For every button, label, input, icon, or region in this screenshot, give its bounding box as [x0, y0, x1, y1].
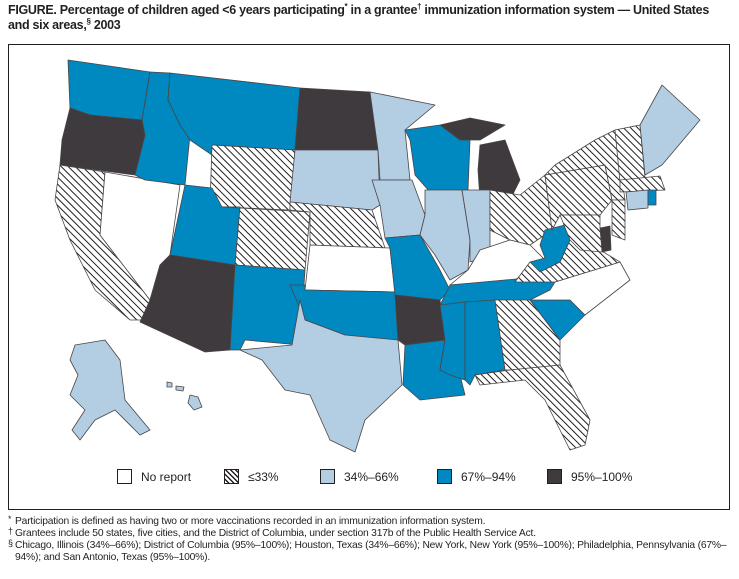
title-text: 2003: [90, 18, 121, 32]
legend-swatch: [224, 469, 239, 484]
state-nd: [294, 87, 379, 151]
state-hi: [187, 394, 203, 411]
state-nj: [611, 199, 626, 241]
state-tx: [239, 299, 403, 453]
footnote: * Participation is defined as having two …: [8, 514, 734, 528]
state-mi: [439, 117, 506, 141]
state-oh: [489, 174, 553, 246]
footnote-mark: †: [417, 1, 422, 11]
state-nm: [229, 264, 306, 351]
title-text: in a grantee: [347, 3, 418, 17]
legend-swatch: [117, 469, 132, 484]
legend-item-95-100: 95%–100%: [547, 469, 632, 484]
legend-item-no-report: No report: [117, 469, 191, 484]
footnote: § Chicago, Illinois (34%–66%); District o…: [8, 538, 734, 564]
legend-item-le33: ≤33%: [224, 469, 279, 484]
legend-item-67-94: 67%–94%: [437, 469, 516, 484]
legend-swatch: [320, 469, 335, 484]
footnote-text: Grantees include 50 states, five cities,…: [15, 528, 536, 539]
state-wa: [67, 59, 151, 121]
state-sd: [289, 149, 381, 211]
state-nc: [529, 261, 631, 316]
title-text: FIGURE. Percentage of children aged <6 y…: [8, 3, 345, 17]
footnote-mark: §: [8, 538, 13, 548]
legend-swatch: [547, 469, 562, 484]
state-ct: [625, 189, 649, 211]
state-ma: [619, 175, 666, 193]
state-ak: [69, 339, 151, 441]
legend-label: 34%–66%: [344, 469, 399, 484]
state-hi: [166, 381, 173, 388]
legend-label: ≤33%: [248, 469, 279, 484]
footnotes: * Participation is defined as having two …: [8, 514, 734, 564]
state-md: [559, 214, 603, 253]
state-wy: [209, 144, 296, 211]
footnote-mark: §: [86, 16, 91, 26]
legend-label: 95%–100%: [571, 469, 633, 484]
state-fl: [474, 364, 591, 451]
footnote-text: Chicago, Illinois (34%–66%); District of…: [15, 540, 727, 563]
state-ia: [371, 179, 426, 239]
legend-label: No report: [141, 469, 192, 484]
legend-label: 67%–94%: [461, 469, 516, 484]
figure-title: FIGURE. Percentage of children aged <6 y…: [8, 1, 733, 33]
footnote-mark: †: [8, 526, 13, 536]
title-text: immunization information system — United…: [8, 3, 709, 32]
state-me: [639, 84, 701, 176]
legend-item-34-66: 34%–66%: [320, 469, 399, 484]
footnote-mark: *: [8, 514, 12, 524]
state-ar: [394, 294, 446, 346]
map-frame: [8, 44, 730, 510]
legend: No report ≤33% 34%–66% 67%–94% 95%–100%: [0, 469, 739, 489]
footnote: † Grantees include 50 states, five cities…: [8, 526, 734, 540]
footnote-mark: *: [344, 1, 348, 11]
state-ri: [647, 189, 657, 206]
state-ks: [304, 244, 396, 293]
state-hi: [175, 385, 185, 392]
footnote-text: Participation is defined as having two o…: [15, 516, 486, 527]
legend-swatch: [437, 469, 452, 484]
